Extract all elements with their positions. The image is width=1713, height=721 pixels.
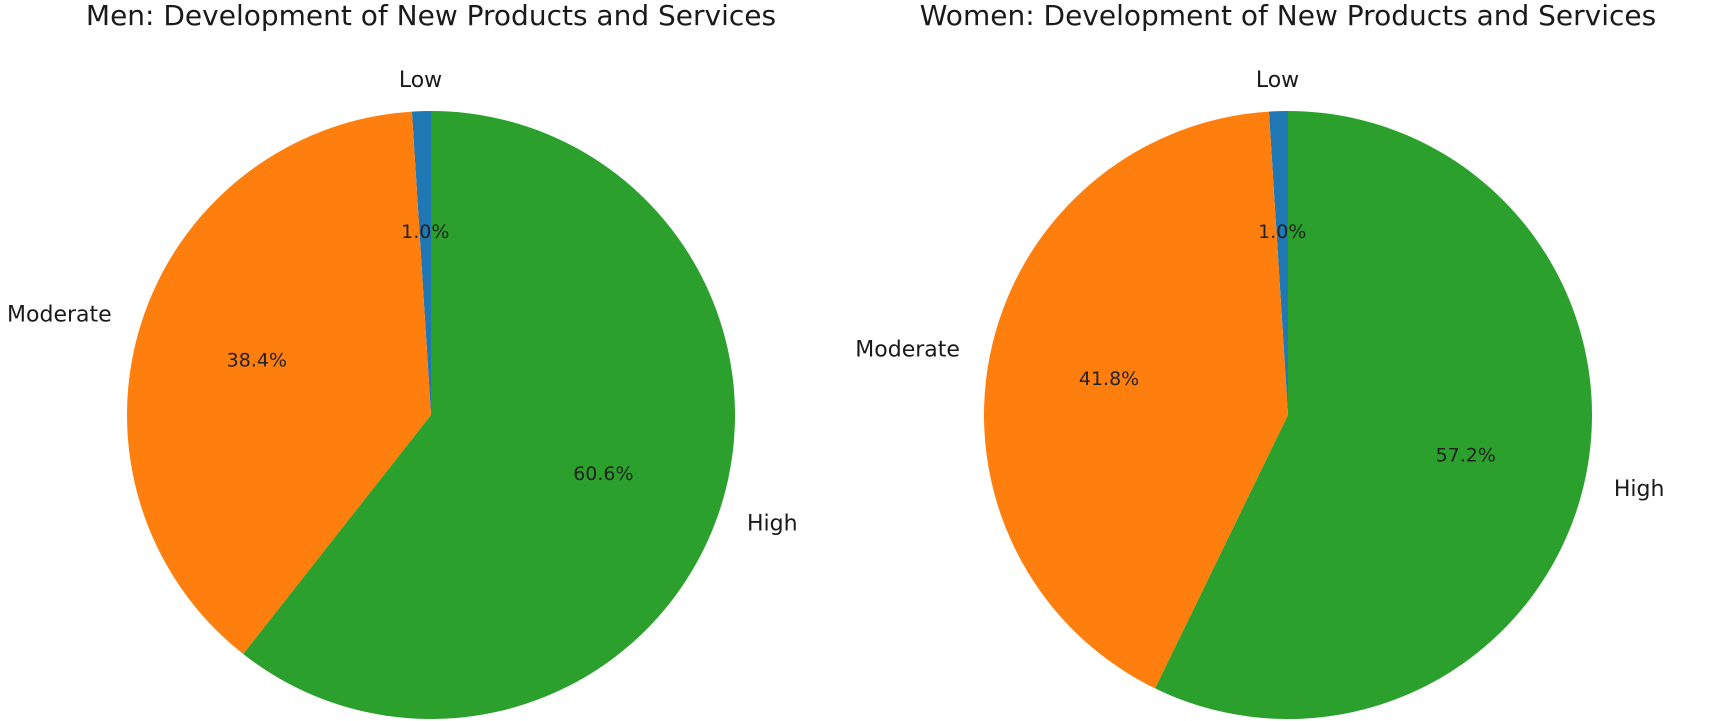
pie-slices-women xyxy=(984,111,1592,719)
pct-label-low-men: 1.0% xyxy=(401,221,449,243)
pie-slice-low-men xyxy=(411,111,431,415)
slice-label-moderate-men: Moderate xyxy=(7,303,112,328)
pie-slice-high-men xyxy=(243,111,735,719)
pie-chart-women: Women: Development of New Products and S… xyxy=(855,0,1664,719)
pct-label-high-men: 60.6% xyxy=(573,463,633,485)
pie-slices-men xyxy=(126,111,735,719)
pct-label-moderate-women: 41.8% xyxy=(1079,368,1139,390)
chart-title-women: Women: Development of New Products and S… xyxy=(920,0,1656,32)
pie-slice-moderate-men xyxy=(126,111,431,655)
pct-label-moderate-men: 38.4% xyxy=(227,349,287,371)
slice-label-high-men: High xyxy=(747,511,798,536)
pct-label-low-women: 1.0% xyxy=(1258,221,1306,243)
pie-slice-low-women xyxy=(1268,111,1288,415)
slice-label-low-men: Low xyxy=(399,68,442,93)
pie-slice-moderate-women xyxy=(984,111,1288,689)
slice-label-high-women: High xyxy=(1614,477,1665,502)
pie-labels-men: Low 1.0% Moderate 38.4% High 60.6% xyxy=(7,68,798,537)
slice-label-low-women: Low xyxy=(1256,68,1299,93)
pct-label-high-women: 57.2% xyxy=(1436,444,1496,466)
pie-chart-men: Men: Development of New Products and Ser… xyxy=(7,0,798,719)
slice-label-moderate-women: Moderate xyxy=(855,337,960,362)
pie-slice-high-women xyxy=(1155,111,1592,719)
pie-labels-women: Low 1.0% Moderate 41.8% High 57.2% xyxy=(855,68,1664,502)
chart-title-men: Men: Development of New Products and Ser… xyxy=(86,0,776,32)
